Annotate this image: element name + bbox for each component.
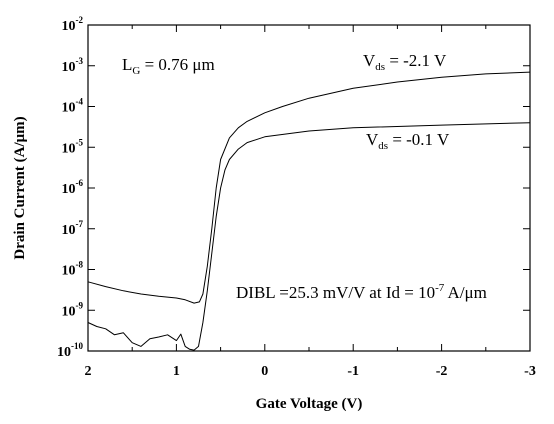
y-tick-label: 10-4	[62, 97, 84, 116]
x-axis-label: Gate Voltage (V)	[256, 396, 363, 412]
x-tick-labels: 2 1 0 -1 -2 -3	[85, 364, 536, 379]
y-tick-label: 10-6	[62, 178, 84, 197]
y-tick-label: 10-7	[62, 219, 84, 238]
x-tick-label: -2	[436, 364, 448, 379]
x-tick-label: 0	[261, 364, 268, 379]
y-tick-label: 10-10	[57, 341, 83, 360]
x-tick-label: 2	[85, 364, 92, 379]
series-vds-high-line	[87, 71, 531, 304]
y-axis-label: Drain Current (A/μm)	[12, 116, 28, 259]
axis-ticks	[87, 24, 531, 352]
y-tick-label: 10-9	[62, 300, 84, 319]
data-series	[87, 71, 531, 351]
y-tick-labels: 10-10 10-9 10-8 10-7 10-6 10-5 10-4 10-3 10-2	[57, 15, 83, 360]
vds-high-label: Vds = -2.1 V	[363, 51, 447, 73]
x-tick-label: -1	[347, 364, 359, 379]
y-tick-label: 10-3	[62, 56, 84, 75]
x-tick-label: -3	[524, 364, 536, 379]
y-tick-label: 10-5	[62, 137, 84, 156]
x-tick-label: 1	[173, 364, 180, 379]
y-tick-label: 10-2	[62, 15, 84, 34]
gate-length-annotation: LG = 0.76 μm	[122, 55, 215, 77]
dibl-annotation: DIBL =25.3 mV/V at Id = 10-7 A/μm	[236, 282, 487, 302]
series-vds-low-line	[87, 122, 531, 351]
vds-low-label: Vds = -0.1 V	[366, 130, 450, 152]
y-tick-label: 10-8	[62, 260, 84, 279]
